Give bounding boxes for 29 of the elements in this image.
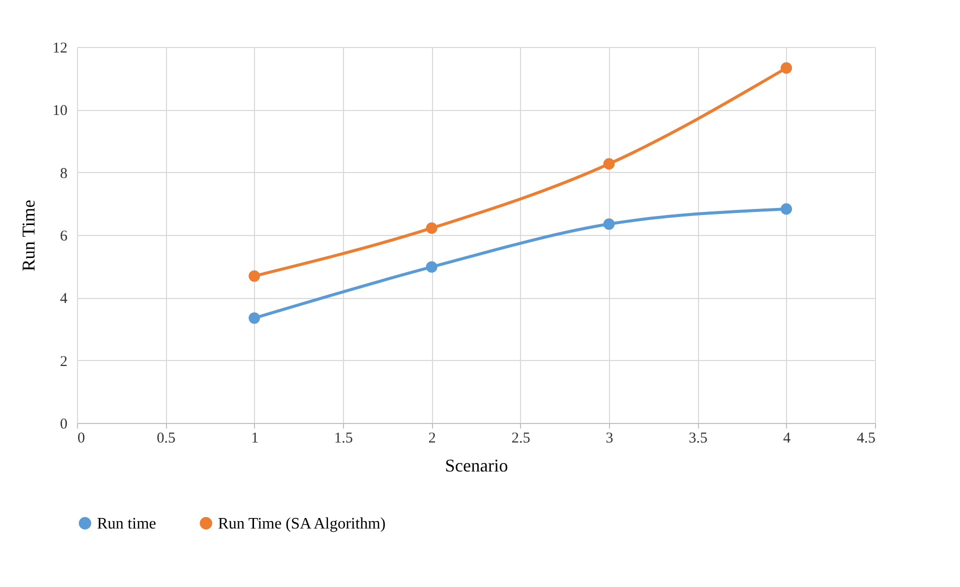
x-tick-label: 3.5 bbox=[688, 430, 708, 446]
y-tick-label: 2 bbox=[60, 354, 68, 370]
x-axis-title: Scenario bbox=[445, 456, 508, 476]
point bbox=[248, 312, 260, 324]
point bbox=[603, 158, 615, 170]
point bbox=[248, 270, 260, 282]
point bbox=[426, 261, 438, 273]
x-tick-label: 2.5 bbox=[511, 430, 530, 446]
y-tick-label: 4 bbox=[60, 291, 68, 308]
y-tick-label: 0 bbox=[60, 416, 68, 432]
x-tick-label: 2 bbox=[428, 430, 436, 446]
point bbox=[603, 218, 615, 230]
x-tick-label: 4.5 bbox=[856, 430, 876, 446]
point bbox=[780, 62, 792, 74]
x-tick-label: 0 bbox=[78, 430, 85, 446]
y-tick-label: 6 bbox=[60, 228, 68, 244]
x-tick-label: 1.5 bbox=[334, 430, 353, 446]
legend-label: Run time bbox=[97, 515, 156, 532]
y-tick-label: 10 bbox=[52, 103, 68, 120]
y-tick-label: 8 bbox=[60, 166, 68, 182]
x-tick-label: 3 bbox=[606, 430, 614, 446]
y-tick-label: 12 bbox=[52, 40, 68, 56]
point bbox=[780, 203, 792, 215]
y-axis-title: Run Time bbox=[18, 200, 38, 272]
x-tick-label: 1 bbox=[251, 430, 259, 446]
x-tick-label: 4 bbox=[783, 430, 792, 446]
x-tick-label: 0.5 bbox=[156, 430, 176, 446]
legend-label: Run Time (SA Algorithm) bbox=[218, 515, 386, 532]
point bbox=[426, 222, 438, 234]
